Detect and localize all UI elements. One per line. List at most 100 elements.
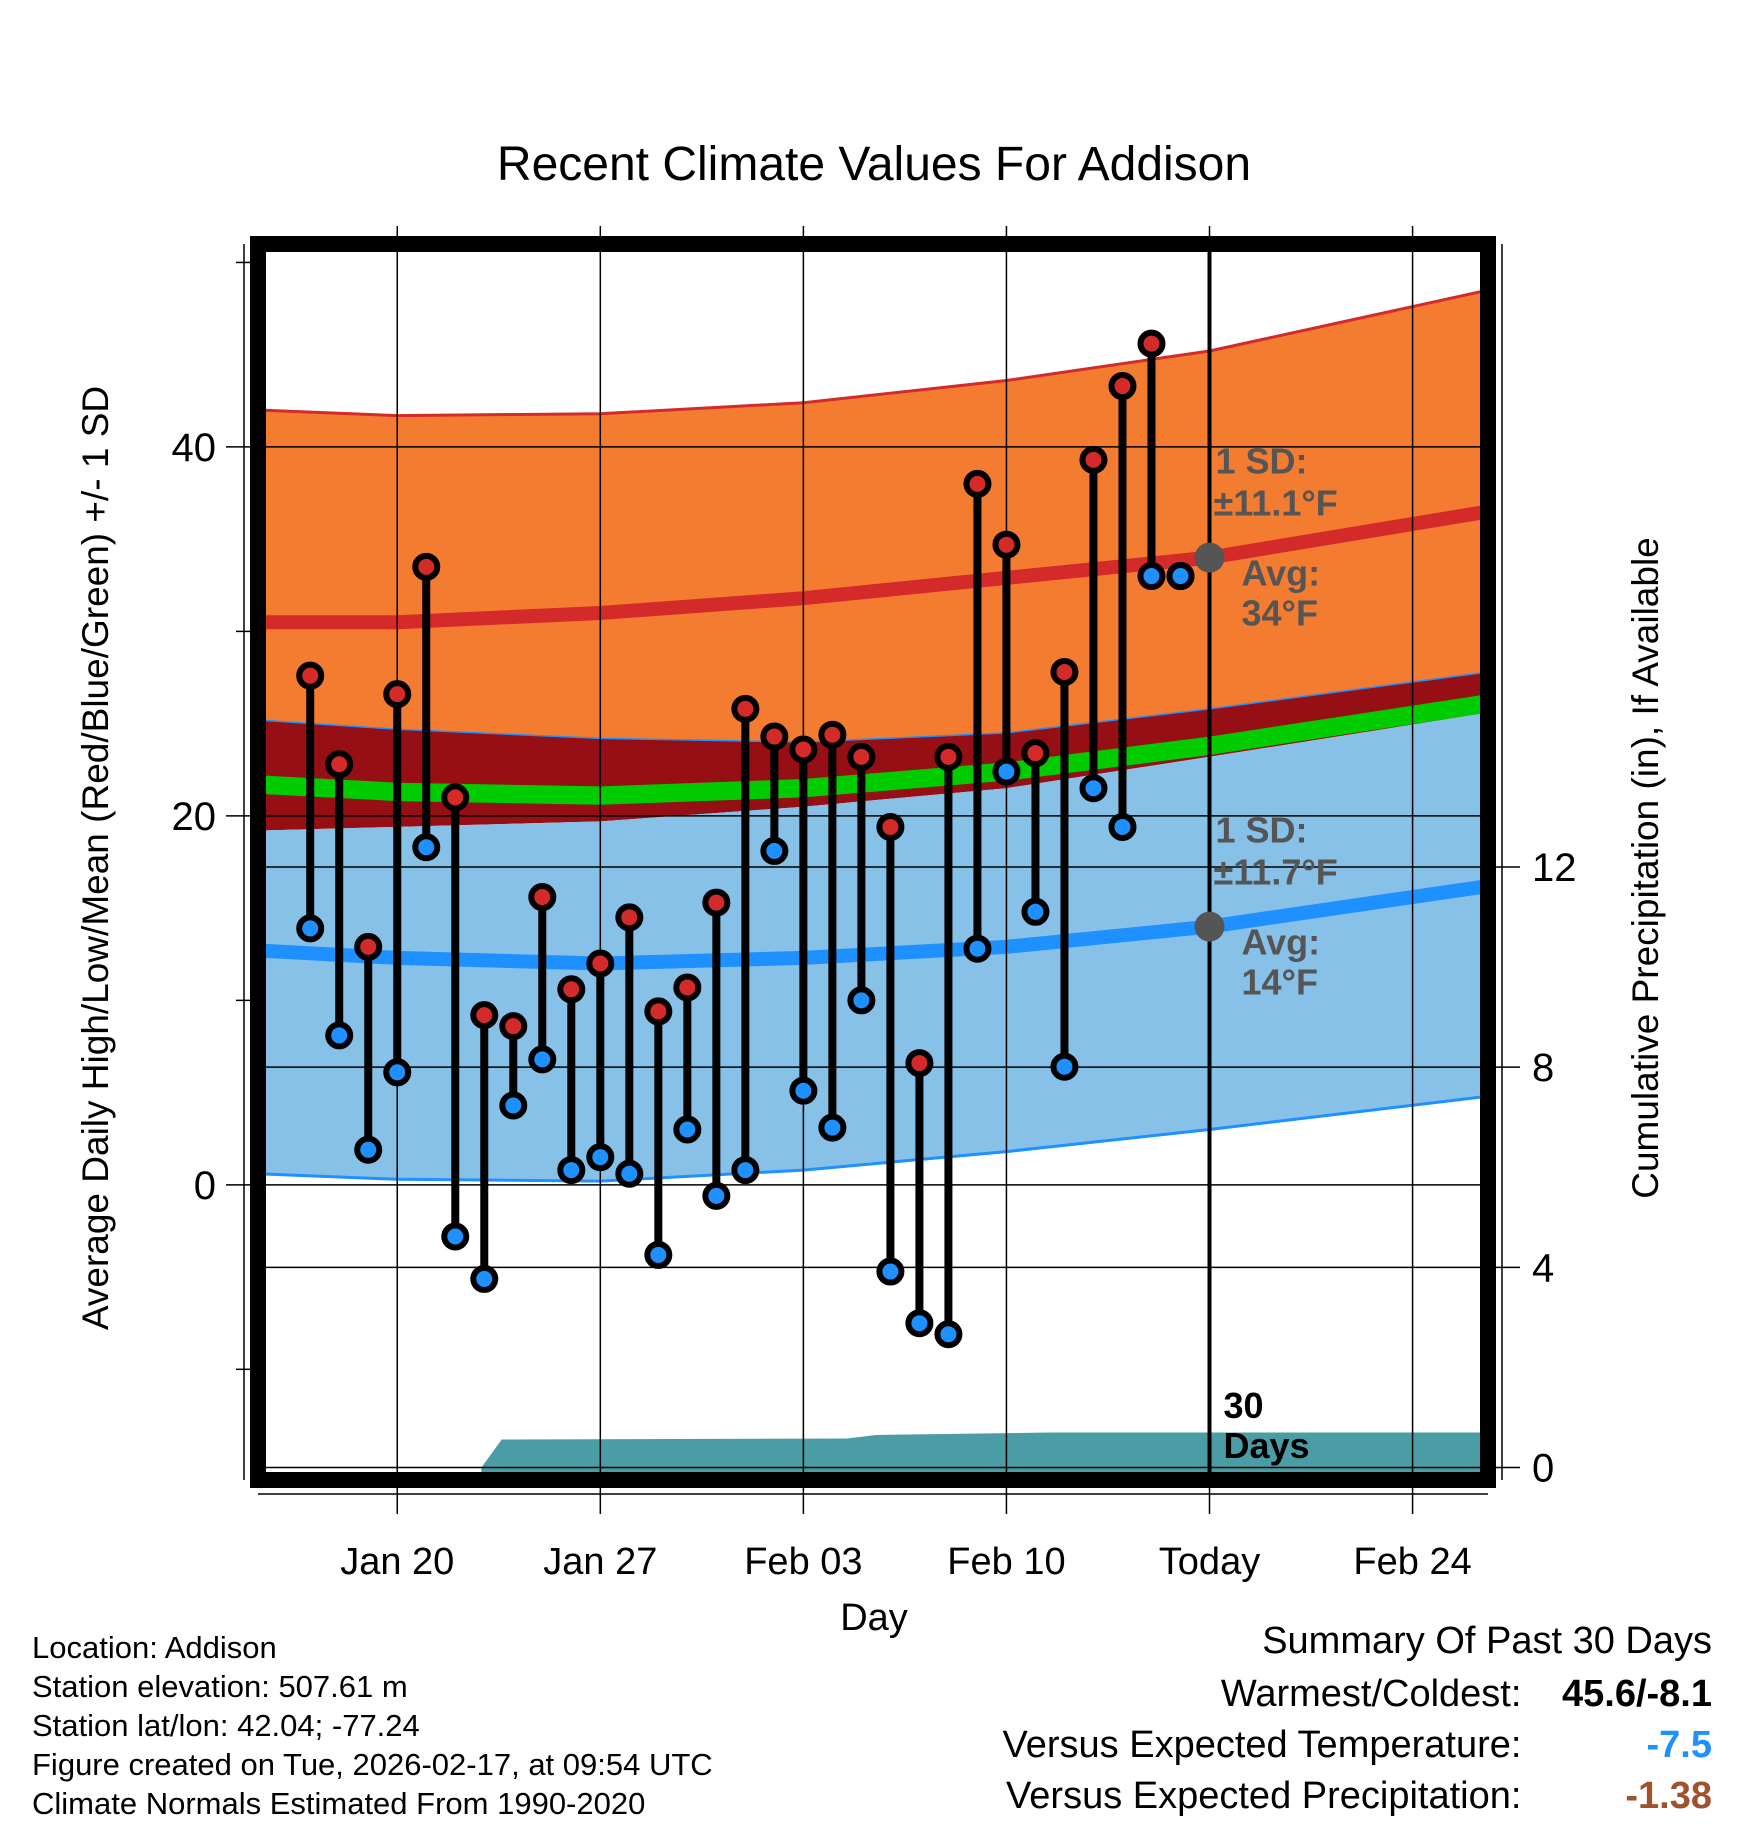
low-temp-point: [644, 1240, 673, 1269]
high-sd-value: ±11.1°F: [1214, 483, 1338, 524]
low-sd-label: 1 SD:: [1216, 810, 1308, 851]
low-avg-marker: [1194, 911, 1225, 942]
low-temp-point: [1108, 812, 1137, 841]
high-temp-point: [905, 1049, 934, 1078]
high-temp-point: [383, 680, 412, 709]
climate-normals-note: Climate Normals Estimated From 1990-2020: [32, 1786, 646, 1821]
high-temp-point: [818, 720, 847, 749]
x-tick-label: Feb 24: [1353, 1541, 1471, 1583]
x-tick-label: Feb 03: [744, 1541, 862, 1583]
high-temp-point: [1079, 445, 1108, 474]
summary-temp-row: Versus Expected Temperature: -7.5: [1003, 1724, 1712, 1767]
high-temp-point: [499, 1012, 528, 1041]
high-temp-point: [760, 722, 789, 751]
low-temp-point: [1166, 562, 1195, 591]
x-tick-label: Today: [1159, 1541, 1260, 1583]
high-temp-point: [673, 973, 702, 1002]
low-avg-value: 14°F: [1242, 962, 1318, 1003]
high-temp-point: [847, 742, 876, 771]
figure-created: Figure created on Tue, 2026-02-17, at 09…: [32, 1747, 713, 1782]
precip-label: Versus Expected Precipitation:: [1006, 1775, 1522, 1817]
high-avg-marker: [1194, 542, 1225, 573]
low-temp-point: [383, 1058, 412, 1087]
y-axis-label: Average Daily High/Low/Mean (Red/Blue/Gr…: [75, 386, 116, 1330]
y-tick-label: 0: [194, 1164, 216, 1208]
plot-frame: [250, 236, 1496, 1488]
temp-label: Versus Expected Temperature:: [1002, 1724, 1522, 1766]
mean-band: [258, 694, 1488, 805]
precip-value: -1.38: [1625, 1775, 1712, 1817]
station-elevation: Station elevation: 507.61 m: [32, 1669, 408, 1704]
y2-tick-label: 0: [1532, 1446, 1554, 1490]
y2-tick-label: 4: [1532, 1246, 1554, 1290]
high-temp-point: [354, 932, 383, 961]
high-temp-point: [876, 812, 905, 841]
chart-title: Recent Climate Values For Addison: [497, 138, 1251, 191]
low-temp-point: [963, 934, 992, 963]
high-temp-point: [1137, 329, 1166, 358]
high-temp-point: [325, 750, 354, 779]
low-temp-point: [325, 1021, 354, 1050]
y2-tick-label: 8: [1532, 1046, 1554, 1090]
low-temp-point: [992, 757, 1021, 786]
low-temp-point: [586, 1143, 615, 1172]
temp-value: -7.5: [1646, 1724, 1712, 1766]
station-location: Location: Addison: [32, 1630, 277, 1665]
low-temp-point: [441, 1222, 470, 1251]
high-temp-point: [557, 975, 586, 1004]
low-temp-point: [1021, 897, 1050, 926]
high-temp-point: [441, 783, 470, 812]
low-temp-point: [296, 914, 325, 943]
low-temp-point: [354, 1135, 383, 1164]
high-temp-point: [470, 1001, 499, 1030]
high-avg-label: Avg:: [1242, 553, 1321, 594]
low-temp-point: [1079, 774, 1108, 803]
y-tick-label: 20: [172, 795, 217, 839]
low-temp-point: [731, 1156, 760, 1185]
high-temp-point: [528, 883, 557, 912]
today-label-number: 30: [1224, 1385, 1264, 1426]
low-temp-point: [1137, 562, 1166, 591]
x-tick-label: Jan 20: [340, 1541, 454, 1583]
low-temp-point: [1050, 1052, 1079, 1081]
high-temp-point: [615, 903, 644, 932]
high-temp-point: [1021, 739, 1050, 768]
y2-axis-label: Cumulative Precipitation (in), If Availa…: [1625, 537, 1666, 1199]
high-temp-point: [644, 997, 673, 1026]
low-temp-point: [557, 1156, 586, 1185]
low-sd-value: ±11.7°F: [1214, 852, 1338, 893]
high-temp-point: [731, 694, 760, 723]
summary-title: Summary Of Past 30 Days: [1262, 1620, 1712, 1662]
low-temp-point: [702, 1181, 731, 1210]
high-temp-point: [1050, 657, 1079, 686]
low-temp-point: [412, 833, 441, 862]
low-temp-point: [934, 1320, 963, 1349]
high-temp-point: [586, 949, 615, 978]
low-temp-point: [905, 1309, 934, 1338]
low-temp-point: [615, 1159, 644, 1188]
x-tick-label: Feb 10: [947, 1541, 1065, 1583]
warmest-value: 45.6/-8.1: [1562, 1673, 1712, 1715]
high-temp-point: [789, 735, 818, 764]
high-temp-point: [934, 742, 963, 771]
station-latlon: Station lat/lon: 42.04; -77.24: [32, 1708, 420, 1743]
low-temp-point: [760, 836, 789, 865]
high-sd-band: [258, 290, 1488, 743]
low-temp-point: [818, 1113, 847, 1142]
low-temp-point: [673, 1115, 702, 1144]
low-avg-label: Avg:: [1242, 922, 1321, 963]
y-tick-label: 40: [172, 426, 217, 470]
high-temp-point: [702, 888, 731, 917]
low-temp-point: [847, 986, 876, 1015]
low-temp-point: [499, 1091, 528, 1120]
high-temp-point: [412, 552, 441, 581]
low-temp-point: [789, 1076, 818, 1105]
low-sd-band: [258, 712, 1488, 1182]
today-label-unit: Days: [1224, 1425, 1310, 1466]
y2-tick-label: 12: [1532, 846, 1577, 890]
high-avg-value: 34°F: [1242, 593, 1318, 634]
high-temp-point: [963, 469, 992, 498]
